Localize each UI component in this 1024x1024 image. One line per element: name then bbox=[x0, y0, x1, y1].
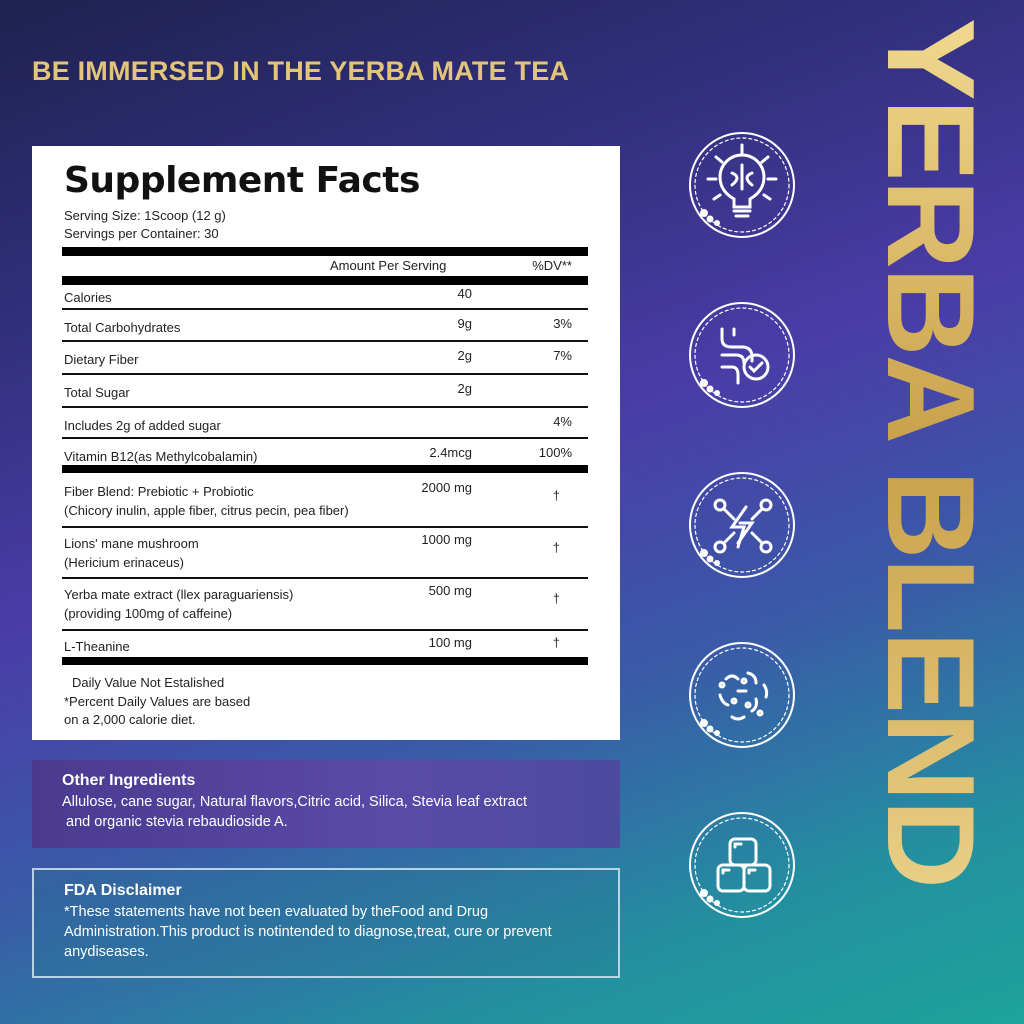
row-divider bbox=[62, 629, 588, 631]
row-dv: 100% bbox=[538, 445, 572, 460]
row-sub: (Hericium erinaceus) bbox=[64, 555, 184, 570]
row-dv: 4% bbox=[553, 414, 572, 429]
other-line: Allulose, cane sugar, Natural flavors,Ci… bbox=[62, 794, 528, 810]
row-name: Total Carbohydrates bbox=[64, 320, 181, 335]
row-name: Lions' mane mushroom bbox=[64, 536, 199, 551]
row-sub: (Chicory inulin, apple fiber, citrus pec… bbox=[64, 503, 349, 518]
probiotic-bacteria-icon bbox=[689, 642, 795, 748]
footnote: on a 2,000 calorie diet. bbox=[64, 712, 196, 727]
brain-lightbulb-icon bbox=[689, 132, 795, 238]
fda-text: *These statements have not been evaluate… bbox=[64, 904, 552, 960]
facts-title: Supplement Facts bbox=[64, 160, 420, 201]
row-divider bbox=[62, 406, 588, 408]
row-divider bbox=[62, 437, 588, 439]
energy-network-icon bbox=[689, 472, 795, 578]
row-amount: 100 mg bbox=[428, 635, 472, 650]
other-line: and organic stevia rebaudioside A. bbox=[62, 814, 288, 830]
fda-disclaimer: FDA Disclaimer *These statements have no… bbox=[32, 868, 620, 978]
servings-per-container: Servings per Container: 30 bbox=[64, 226, 219, 241]
other-ingredients: Other Ingredients Allulose, cane sugar, … bbox=[32, 760, 620, 848]
divider bbox=[62, 247, 588, 256]
row-name: L-Theanine bbox=[64, 639, 130, 654]
col-amount: Amount Per Serving bbox=[330, 258, 447, 273]
divider bbox=[62, 657, 588, 665]
footnote: Daily Value Not Estalished bbox=[72, 675, 225, 690]
row-dv: † bbox=[552, 540, 560, 555]
row-amount: 40 bbox=[457, 286, 472, 301]
other-title: Other Ingredients bbox=[62, 772, 196, 789]
fda-title: FDA Disclaimer bbox=[64, 882, 182, 899]
row-divider bbox=[62, 526, 588, 528]
row-dv: 7% bbox=[553, 348, 572, 363]
sugar-cubes-icon bbox=[689, 812, 795, 918]
row-name: Includes 2g of added sugar bbox=[64, 418, 221, 433]
divider bbox=[62, 465, 588, 473]
row-name: Dietary Fiber bbox=[64, 352, 139, 367]
row-divider bbox=[62, 577, 588, 579]
row-amount: 2.4mcg bbox=[429, 445, 472, 460]
headline: BE IMMERSED IN THE YERBA MATE TEA bbox=[32, 56, 570, 86]
row-amount: 1000 mg bbox=[421, 532, 472, 547]
footnote: *Percent Daily Values are based bbox=[64, 694, 251, 709]
vertical-title: YERBA BLEND bbox=[861, 18, 999, 888]
row-dv: † bbox=[552, 591, 560, 606]
row-name: Fiber Blend: Prebiotic + Probiotic bbox=[64, 484, 254, 499]
row-divider bbox=[62, 373, 588, 375]
row-sub: (providing 100mg of caffeine) bbox=[64, 606, 233, 621]
supplement-facts-panel: Supplement Facts Serving Size: 1Scoop (1… bbox=[32, 146, 620, 740]
row-amount: 2000 mg bbox=[421, 480, 472, 495]
row-dv: † bbox=[552, 488, 560, 503]
row-amount: 2g bbox=[457, 381, 472, 396]
row-name: Vitamin B12(as Methylcobalamin) bbox=[64, 449, 258, 464]
row-amount: 2g bbox=[457, 348, 472, 363]
row-divider bbox=[62, 340, 588, 342]
row-dv: 3% bbox=[553, 316, 572, 331]
gut-health-icon bbox=[689, 302, 795, 408]
row-name: Yerba mate extract (llex paraguariensis) bbox=[64, 587, 294, 602]
row-amount: 500 mg bbox=[428, 583, 472, 598]
row-divider bbox=[62, 308, 588, 310]
row-dv: † bbox=[552, 635, 560, 650]
row-name: Calories bbox=[64, 290, 112, 305]
row-amount: 9g bbox=[457, 316, 472, 331]
serving-size: Serving Size: 1Scoop (12 g) bbox=[64, 208, 226, 223]
col-dv: %DV** bbox=[532, 258, 572, 273]
divider bbox=[62, 276, 588, 285]
row-name: Total Sugar bbox=[64, 385, 130, 400]
